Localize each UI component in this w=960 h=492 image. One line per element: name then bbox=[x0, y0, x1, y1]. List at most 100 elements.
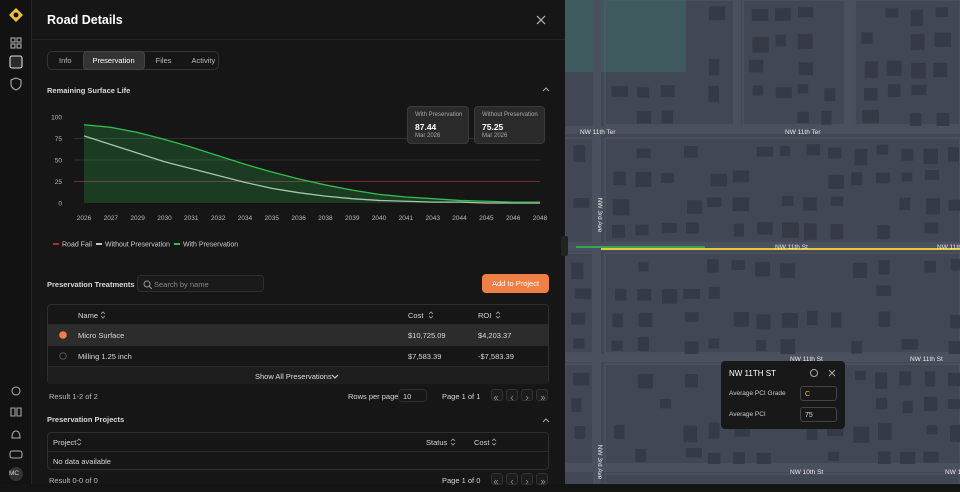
page-button[interactable] bbox=[491, 389, 503, 401]
show-all-button[interactable]: Show All Preservations bbox=[48, 366, 548, 384]
card-value: 75.25 bbox=[482, 122, 504, 132]
building bbox=[901, 172, 913, 182]
building bbox=[878, 423, 892, 441]
field-value: C bbox=[805, 390, 811, 398]
building bbox=[950, 425, 960, 442]
x-tick-label: 2029 bbox=[130, 215, 145, 222]
building bbox=[924, 371, 936, 387]
building bbox=[875, 372, 888, 389]
building bbox=[806, 425, 818, 441]
block bbox=[854, 0, 960, 126]
empty-message: No data available bbox=[53, 457, 111, 466]
popup-close[interactable] bbox=[828, 369, 836, 377]
road bbox=[565, 126, 960, 134]
table-row[interactable]: Micro Surface $10,725.09 $4,203.37 bbox=[48, 324, 548, 345]
tab[interactable]: Files bbox=[155, 56, 172, 65]
building bbox=[708, 286, 720, 299]
building bbox=[661, 110, 674, 124]
arrow-path bbox=[493, 479, 499, 485]
building bbox=[614, 425, 625, 439]
building bbox=[782, 222, 799, 238]
search-input[interactable]: Search by name bbox=[137, 275, 264, 292]
tab[interactable]: Activity bbox=[191, 56, 216, 65]
page-button[interactable] bbox=[536, 473, 548, 485]
page-button[interactable] bbox=[506, 389, 518, 401]
block bbox=[742, 0, 846, 126]
icon-book[interactable] bbox=[10, 407, 22, 417]
column-header: Name bbox=[78, 311, 99, 320]
info-icon[interactable] bbox=[810, 369, 818, 377]
building bbox=[936, 112, 950, 129]
building bbox=[878, 260, 890, 275]
building bbox=[950, 259, 960, 271]
x-tick-label: 2048 bbox=[533, 215, 548, 222]
building bbox=[731, 260, 745, 271]
rows-per-page-select[interactable]: 10 bbox=[398, 389, 427, 402]
field-value: 75 bbox=[805, 411, 813, 419]
card-value: 87.44 bbox=[415, 122, 437, 132]
page-button[interactable] bbox=[506, 473, 518, 485]
resize-handle[interactable] bbox=[561, 236, 568, 256]
page-button[interactable] bbox=[521, 389, 533, 401]
building bbox=[708, 85, 719, 103]
icon-grid[interactable] bbox=[10, 37, 16, 43]
x-tick-label: 2032 bbox=[211, 215, 226, 222]
cell: $4,203.37 bbox=[478, 331, 512, 340]
series-line bbox=[83, 124, 540, 203]
page-arrow bbox=[493, 395, 499, 401]
building bbox=[797, 111, 809, 124]
building bbox=[662, 289, 678, 304]
building bbox=[660, 85, 675, 97]
page-button[interactable] bbox=[521, 473, 533, 485]
road bbox=[565, 464, 960, 472]
map[interactable]: NW 11th Ter NW 11th Ter NW 3rd Ave NW 3rd A… bbox=[565, 0, 960, 484]
sort-icon bbox=[428, 311, 434, 319]
y-tick-label: 50 bbox=[55, 158, 63, 165]
icon-vr[interactable] bbox=[9, 450, 23, 459]
sort-arrows bbox=[495, 311, 501, 319]
chart: 0 25 50 75 100 2026 2027 2029 2030 2031 2032 2034 20… bbox=[51, 87, 550, 249]
building bbox=[685, 312, 699, 322]
building bbox=[923, 451, 939, 463]
page-button[interactable] bbox=[536, 389, 548, 401]
building bbox=[827, 451, 839, 461]
icon-settings[interactable] bbox=[11, 386, 21, 396]
building bbox=[830, 312, 842, 328]
search-placeholder: Search by name bbox=[154, 280, 209, 289]
building bbox=[685, 448, 702, 458]
icon-road[interactable] bbox=[9, 55, 23, 69]
road bbox=[593, 0, 601, 484]
tab[interactable]: Info bbox=[59, 56, 72, 65]
sort-icon bbox=[76, 438, 82, 446]
building bbox=[797, 33, 813, 49]
x-tick-label: 2030 bbox=[157, 215, 172, 222]
building bbox=[571, 262, 584, 280]
add-to-project-button[interactable]: Add to Project bbox=[482, 274, 549, 293]
building bbox=[878, 451, 891, 468]
building bbox=[574, 288, 592, 299]
icon-bell[interactable] bbox=[11, 430, 21, 439]
sort-icon bbox=[491, 438, 497, 446]
close-button[interactable] bbox=[535, 14, 547, 26]
building bbox=[901, 148, 914, 161]
chevron-path bbox=[542, 418, 550, 423]
cell: Milling 1.25 inch bbox=[78, 352, 132, 361]
avatar[interactable] bbox=[9, 467, 23, 481]
building bbox=[861, 32, 873, 44]
column-header: Cost bbox=[474, 438, 490, 447]
table-row[interactable]: Milling 1.25 inch $7,583.39 -$7,583.39 bbox=[48, 345, 548, 366]
page-button[interactable] bbox=[491, 473, 503, 485]
building bbox=[757, 222, 773, 235]
road-popup: NW 11TH ST Average PCI Grade C Average PCI… bbox=[721, 361, 845, 429]
building bbox=[635, 224, 649, 236]
field-label: Average PCI bbox=[729, 411, 766, 418]
tab[interactable]: Preservation bbox=[82, 51, 145, 70]
building bbox=[926, 425, 938, 435]
cell: Micro Surface bbox=[78, 331, 125, 340]
details-panel bbox=[32, 0, 565, 484]
road bbox=[565, 243, 960, 251]
building bbox=[708, 338, 720, 349]
page-arrow bbox=[540, 395, 546, 401]
icon-shield[interactable] bbox=[10, 77, 22, 91]
building bbox=[798, 7, 814, 18]
